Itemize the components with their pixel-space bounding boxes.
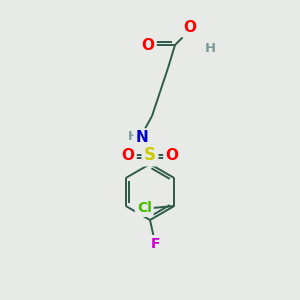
Text: O: O bbox=[122, 148, 134, 163]
Text: S: S bbox=[144, 146, 156, 164]
Text: O: O bbox=[142, 38, 154, 52]
Text: O: O bbox=[166, 148, 178, 163]
Text: H: H bbox=[204, 41, 216, 55]
Text: Cl: Cl bbox=[137, 201, 152, 215]
Text: H: H bbox=[128, 130, 138, 143]
Text: F: F bbox=[151, 237, 161, 251]
Text: O: O bbox=[184, 20, 196, 35]
Text: N: N bbox=[136, 130, 148, 146]
